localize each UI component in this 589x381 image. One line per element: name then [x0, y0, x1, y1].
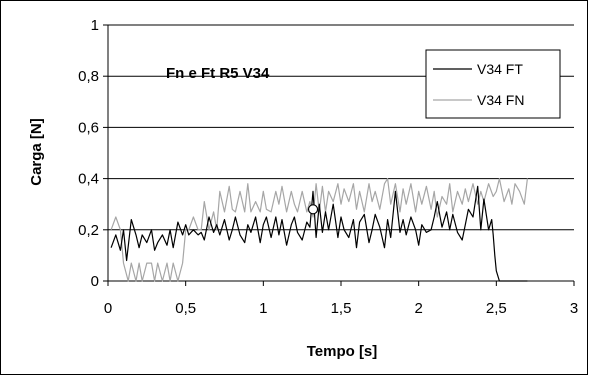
- y-tick-label: 0,4: [78, 171, 99, 188]
- legend-label-fn: V34 FN: [477, 92, 524, 108]
- series-line-v34-fn: [110, 178, 528, 282]
- y-axis-label: Carga [N]: [28, 118, 45, 186]
- series-line-v34-ft: [110, 185, 528, 282]
- y-tick-labels: 0 0,2 0,4 0,6 0,8 1: [78, 17, 99, 290]
- y-tick-label: 1: [91, 17, 99, 34]
- data-marker: [307, 204, 319, 215]
- y-tick-label: 0: [91, 273, 99, 290]
- legend-label-ft: V34 FT: [477, 61, 523, 77]
- y-tick-label: 0,8: [78, 68, 99, 85]
- legend: V34 FT V34 FN: [425, 49, 561, 119]
- series-layer: [110, 178, 528, 282]
- legend-box: [425, 49, 561, 119]
- x-tick-label: 1: [259, 300, 267, 317]
- x-tick-label: 0: [104, 300, 112, 317]
- x-tick-label: 2,5: [486, 300, 507, 317]
- x-axis-label: Tempo [s]: [307, 343, 378, 360]
- axes: [103, 24, 575, 286]
- x-tick-label: 2: [414, 300, 422, 317]
- y-tick-label: 0,6: [78, 119, 99, 136]
- y-tick-label: 0,2: [78, 222, 99, 239]
- chart-title: Fn e Ft R5 V34: [166, 65, 270, 82]
- x-tick-label: 0,5: [175, 300, 196, 317]
- x-tick-labels: 0 0,5 1 1,5 2 2,5 3: [104, 300, 578, 317]
- x-tick-label: 1,5: [331, 300, 352, 317]
- x-tick-label: 3: [570, 300, 578, 317]
